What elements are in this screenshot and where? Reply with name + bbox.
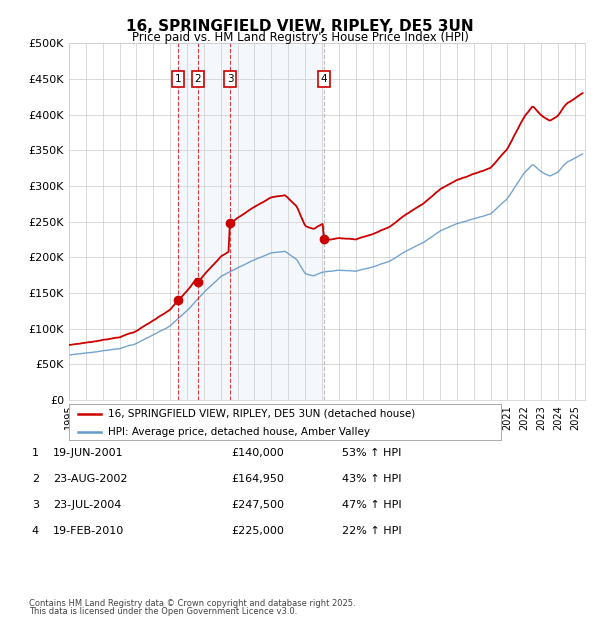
- Text: 1: 1: [32, 448, 39, 458]
- Text: 23-AUG-2002: 23-AUG-2002: [53, 474, 127, 484]
- Text: 43% ↑ HPI: 43% ↑ HPI: [342, 474, 401, 484]
- Text: £225,000: £225,000: [231, 526, 284, 536]
- Text: 23-JUL-2004: 23-JUL-2004: [53, 500, 121, 510]
- Text: £164,950: £164,950: [231, 474, 284, 484]
- Text: 4: 4: [321, 74, 328, 84]
- Text: £140,000: £140,000: [231, 448, 284, 458]
- Text: 19-JUN-2001: 19-JUN-2001: [53, 448, 124, 458]
- Text: Price paid vs. HM Land Registry's House Price Index (HPI): Price paid vs. HM Land Registry's House …: [131, 31, 469, 44]
- Text: HPI: Average price, detached house, Amber Valley: HPI: Average price, detached house, Ambe…: [108, 427, 370, 436]
- Text: 2: 2: [32, 474, 39, 484]
- Text: 47% ↑ HPI: 47% ↑ HPI: [342, 500, 401, 510]
- Text: 22% ↑ HPI: 22% ↑ HPI: [342, 526, 401, 536]
- Text: £247,500: £247,500: [231, 500, 284, 510]
- Text: 53% ↑ HPI: 53% ↑ HPI: [342, 448, 401, 458]
- Text: 19-FEB-2010: 19-FEB-2010: [53, 526, 124, 536]
- Text: 4: 4: [32, 526, 39, 536]
- Text: 2: 2: [194, 74, 201, 84]
- Bar: [178, 43, 324, 400]
- Text: 3: 3: [32, 500, 39, 510]
- Text: 1: 1: [175, 74, 181, 84]
- Text: 3: 3: [227, 74, 233, 84]
- Text: 16, SPRINGFIELD VIEW, RIPLEY, DE5 3UN: 16, SPRINGFIELD VIEW, RIPLEY, DE5 3UN: [126, 19, 474, 33]
- Text: This data is licensed under the Open Government Licence v3.0.: This data is licensed under the Open Gov…: [29, 607, 297, 616]
- Text: Contains HM Land Registry data © Crown copyright and database right 2025.: Contains HM Land Registry data © Crown c…: [29, 598, 355, 608]
- Text: 16, SPRINGFIELD VIEW, RIPLEY, DE5 3UN (detached house): 16, SPRINGFIELD VIEW, RIPLEY, DE5 3UN (d…: [108, 409, 415, 419]
